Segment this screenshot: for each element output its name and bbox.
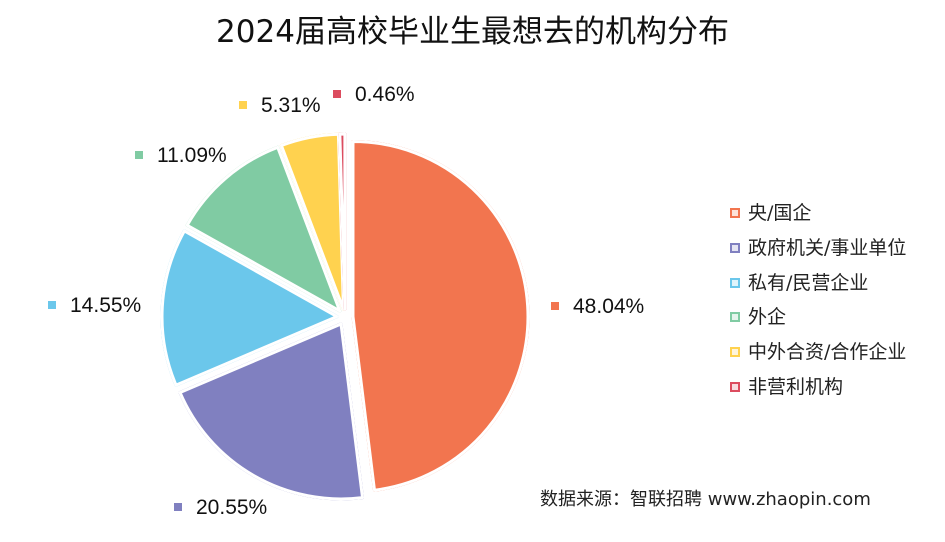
pie-slice-foreign[interactable] xyxy=(185,145,342,313)
legend-label-government: 政府机关/事业单位 xyxy=(748,236,907,259)
chart-legend: 央/国企 政府机关/事业单位 私有/民营企业 外企 中外合资/合作企业 非营利机… xyxy=(727,196,942,405)
legend-swatch-private xyxy=(730,277,740,288)
pie-slice-nonprofit[interactable] xyxy=(338,132,347,311)
legend-item-nonprofit: 非营利机构 xyxy=(727,370,942,405)
legend-item-joint-venture: 中外合资/合作企业 xyxy=(727,335,942,370)
pie-slice-government[interactable] xyxy=(178,322,365,501)
pie-slice-soe[interactable] xyxy=(351,140,530,492)
data-label-soe: 48.04% xyxy=(573,295,644,318)
legend-swatch-joint-venture xyxy=(730,347,740,358)
legend-swatch-soe xyxy=(730,208,740,218)
legend-item-soe: 央/国企 xyxy=(727,196,942,231)
data-label-government: 20.55% xyxy=(196,496,267,519)
data-label-marker-soe xyxy=(551,302,559,310)
data-label-marker-private xyxy=(48,301,56,309)
pie-slices xyxy=(160,132,530,501)
data-label-marker-joint-venture xyxy=(239,101,247,109)
legend-item-government: 政府机关/事业单位 xyxy=(727,231,942,266)
data-label-foreign: 11.09% xyxy=(157,144,227,167)
pie-data-labels: 48.04% 20.55% 14.55% 11.09% 5.31% 0.46% xyxy=(48,83,644,519)
legend-label-foreign: 外企 xyxy=(748,306,787,329)
legend-label-private: 私有/民营企业 xyxy=(748,271,869,294)
legend-item-foreign: 外企 xyxy=(727,300,942,335)
data-label-private: 14.55% xyxy=(70,294,141,317)
legend-label-soe: 央/国企 xyxy=(748,202,812,224)
data-label-nonprofit: 0.46% xyxy=(355,83,415,106)
data-label-marker-nonprofit xyxy=(333,90,341,98)
pie-slice-private[interactable] xyxy=(160,229,339,387)
data-label-marker-foreign xyxy=(135,151,143,159)
source-note: 数据来源：智联招聘 www.zhaopin.com xyxy=(540,489,871,510)
legend-swatch-nonprofit xyxy=(730,381,740,392)
data-label-joint-venture: 5.31% xyxy=(261,94,321,117)
legend-label-nonprofit: 非营利机构 xyxy=(748,375,844,398)
legend-item-private: 私有/民营企业 xyxy=(727,266,942,301)
chart-title: 2024届高校毕业生最想去的机构分布 xyxy=(216,14,729,50)
legend-swatch-foreign xyxy=(730,312,740,323)
legend-swatch-government xyxy=(730,242,740,253)
legend-label-joint-venture: 中外合资/合作企业 xyxy=(748,341,907,364)
data-label-marker-government xyxy=(174,503,182,511)
